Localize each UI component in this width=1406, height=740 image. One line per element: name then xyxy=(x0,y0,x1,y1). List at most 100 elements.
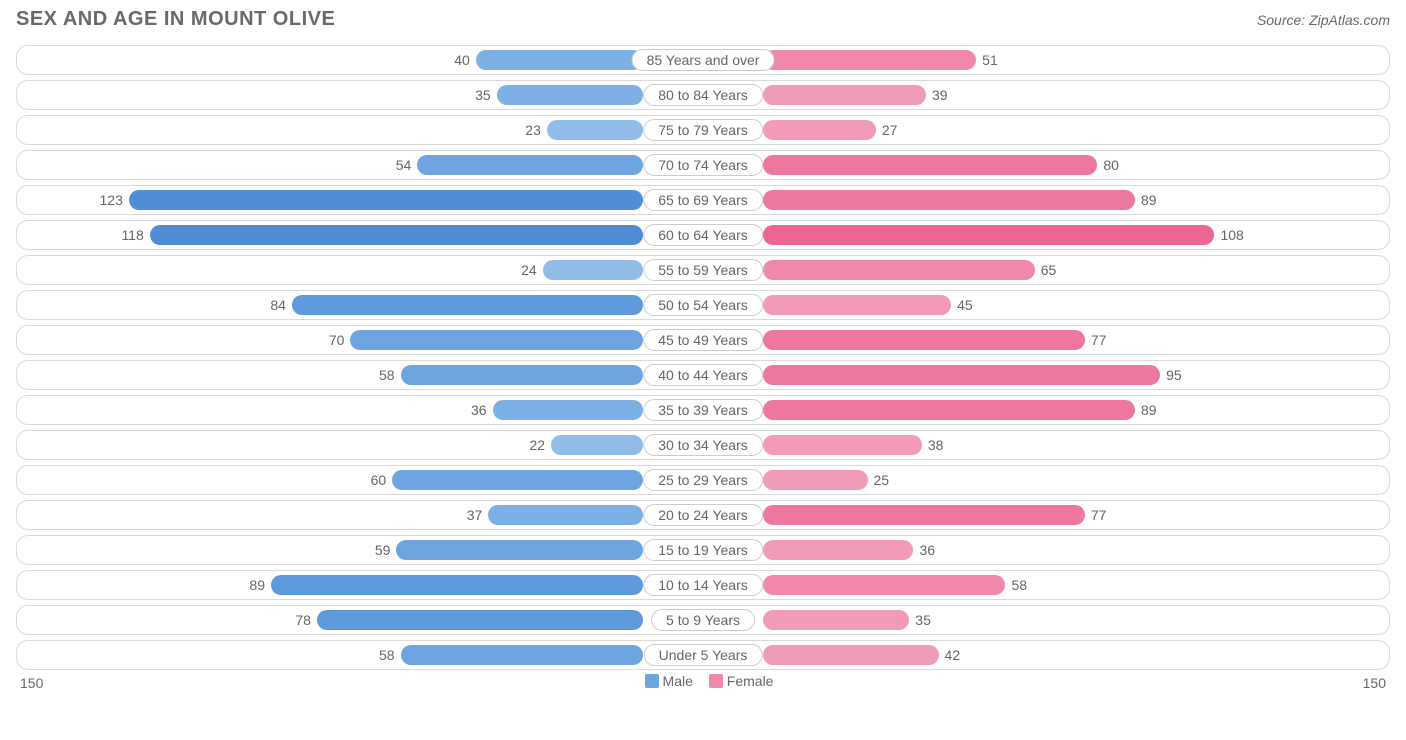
chart-header: SEX AND AGE IN MOUNT OLIVE Source: ZipAt… xyxy=(16,8,1390,31)
axis-max-right: 150 xyxy=(1363,675,1386,691)
male-value: 70 xyxy=(329,330,345,350)
male-value: 78 xyxy=(295,610,311,630)
age-row: 36 89 35 to 39 Years xyxy=(16,395,1390,425)
male-value: 60 xyxy=(371,470,387,490)
age-label: Under 5 Years xyxy=(644,644,763,666)
female-bar xyxy=(763,575,1005,595)
male-bar xyxy=(401,365,643,385)
female-bar xyxy=(763,120,876,140)
female-bar xyxy=(763,225,1214,245)
age-row: 11810860 to 64 Years xyxy=(16,220,1390,250)
female-value: 65 xyxy=(1041,260,1057,280)
female-value: 27 xyxy=(882,120,898,140)
age-label: 65 to 69 Years xyxy=(643,189,763,211)
female-value: 42 xyxy=(945,645,961,665)
male-bar xyxy=(396,540,643,560)
age-label: 55 to 59 Years xyxy=(643,259,763,281)
male-value: 118 xyxy=(121,225,143,245)
legend-swatch-male xyxy=(645,674,659,688)
male-value: 58 xyxy=(379,365,395,385)
age-row: 78 35 5 to 9 Years xyxy=(16,605,1390,635)
male-value: 123 xyxy=(100,190,123,210)
male-bar xyxy=(497,85,643,105)
age-label: 15 to 19 Years xyxy=(643,539,763,561)
female-value: 45 xyxy=(957,295,973,315)
age-row: 70 77 45 to 49 Years xyxy=(16,325,1390,355)
female-value: 51 xyxy=(982,50,998,70)
age-row: 377720 to 24 Years xyxy=(16,500,1390,530)
female-bar xyxy=(763,400,1135,420)
age-label: 5 to 9 Years xyxy=(651,609,755,631)
female-bar xyxy=(763,610,909,630)
age-row: 35 39 80 to 84 Years xyxy=(16,80,1390,110)
male-value: 35 xyxy=(475,85,491,105)
age-label: 50 to 54 Years xyxy=(643,294,763,316)
male-bar xyxy=(493,400,643,420)
male-bar xyxy=(543,260,643,280)
male-bar xyxy=(547,120,643,140)
age-row: 548070 to 74 Years xyxy=(16,150,1390,180)
legend-label-female: Female xyxy=(727,673,774,689)
axis-max-left: 150 xyxy=(20,675,43,691)
age-label: 30 to 34 Years xyxy=(643,434,763,456)
male-value: 22 xyxy=(529,435,545,455)
legend-label-male: Male xyxy=(663,673,693,689)
male-value: 89 xyxy=(249,575,265,595)
male-value: 58 xyxy=(379,645,395,665)
female-bar xyxy=(763,50,976,70)
female-value: 35 xyxy=(915,610,931,630)
age-label: 40 to 44 Years xyxy=(643,364,763,386)
female-value: 39 xyxy=(932,85,948,105)
legend-swatch-female xyxy=(709,674,723,688)
age-row: 59 36 15 to 19 Years xyxy=(16,535,1390,565)
female-value: 89 xyxy=(1141,190,1157,210)
male-value: 84 xyxy=(270,295,286,315)
female-value: 58 xyxy=(1011,575,1027,595)
female-value: 36 xyxy=(919,540,935,560)
age-label: 20 to 24 Years xyxy=(643,504,763,526)
age-row: 602525 to 29 Years xyxy=(16,465,1390,495)
male-value: 23 xyxy=(525,120,541,140)
chart-title: SEX AND AGE IN MOUNT OLIVE xyxy=(16,8,335,31)
female-bar xyxy=(763,470,868,490)
age-row: 89 58 10 to 14 Years xyxy=(16,570,1390,600)
female-bar xyxy=(763,365,1160,385)
male-value: 36 xyxy=(471,400,487,420)
female-bar xyxy=(763,435,922,455)
female-bar xyxy=(763,190,1135,210)
male-bar xyxy=(150,225,643,245)
male-value: 59 xyxy=(375,540,391,560)
male-value: 40 xyxy=(454,50,470,70)
age-label: 10 to 14 Years xyxy=(643,574,763,596)
female-value: 25 xyxy=(874,470,890,490)
male-bar xyxy=(317,610,643,630)
age-label: 80 to 84 Years xyxy=(643,84,763,106)
male-bar xyxy=(271,575,643,595)
age-label: 35 to 39 Years xyxy=(643,399,763,421)
female-bar xyxy=(763,295,951,315)
male-bar xyxy=(551,435,643,455)
age-row: 84 45 50 to 54 Years xyxy=(16,290,1390,320)
female-value: 80 xyxy=(1103,155,1119,175)
age-label: 45 to 49 Years xyxy=(643,329,763,351)
male-value: 24 xyxy=(521,260,537,280)
female-bar xyxy=(763,85,926,105)
age-label: 75 to 79 Years xyxy=(643,119,763,141)
female-bar xyxy=(763,645,939,665)
male-bar xyxy=(129,190,643,210)
female-value: 89 xyxy=(1141,400,1157,420)
female-value: 95 xyxy=(1166,365,1182,385)
male-bar xyxy=(292,295,643,315)
age-row: 58 42 Under 5 Years xyxy=(16,640,1390,670)
male-bar xyxy=(476,50,643,70)
female-bar xyxy=(763,540,913,560)
age-label: 85 Years and over xyxy=(632,49,775,71)
population-pyramid: 40 51 85 Years and over 35 39 80 to 84 Years 2… xyxy=(16,45,1390,670)
male-value: 37 xyxy=(467,505,483,525)
female-value: 38 xyxy=(928,435,944,455)
age-row: 24 65 55 to 59 Years xyxy=(16,255,1390,285)
female-bar xyxy=(763,505,1085,525)
female-value: 77 xyxy=(1091,330,1107,350)
chart-source: Source: ZipAtlas.com xyxy=(1257,12,1390,28)
male-bar xyxy=(417,155,643,175)
